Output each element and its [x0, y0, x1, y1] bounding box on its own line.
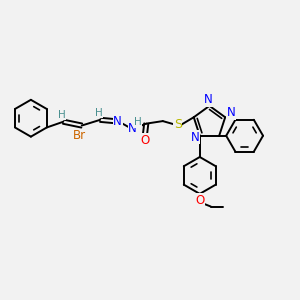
- Text: S: S: [174, 118, 182, 131]
- Text: N: N: [190, 131, 200, 144]
- Text: N: N: [226, 106, 235, 119]
- Text: H: H: [134, 117, 142, 127]
- Text: H: H: [58, 110, 66, 120]
- Text: O: O: [140, 134, 149, 147]
- Text: N: N: [204, 93, 213, 106]
- Text: N: N: [113, 115, 122, 128]
- Text: H: H: [95, 108, 103, 118]
- Text: N: N: [128, 122, 137, 135]
- Text: Br: Br: [73, 129, 86, 142]
- Text: O: O: [195, 194, 204, 207]
